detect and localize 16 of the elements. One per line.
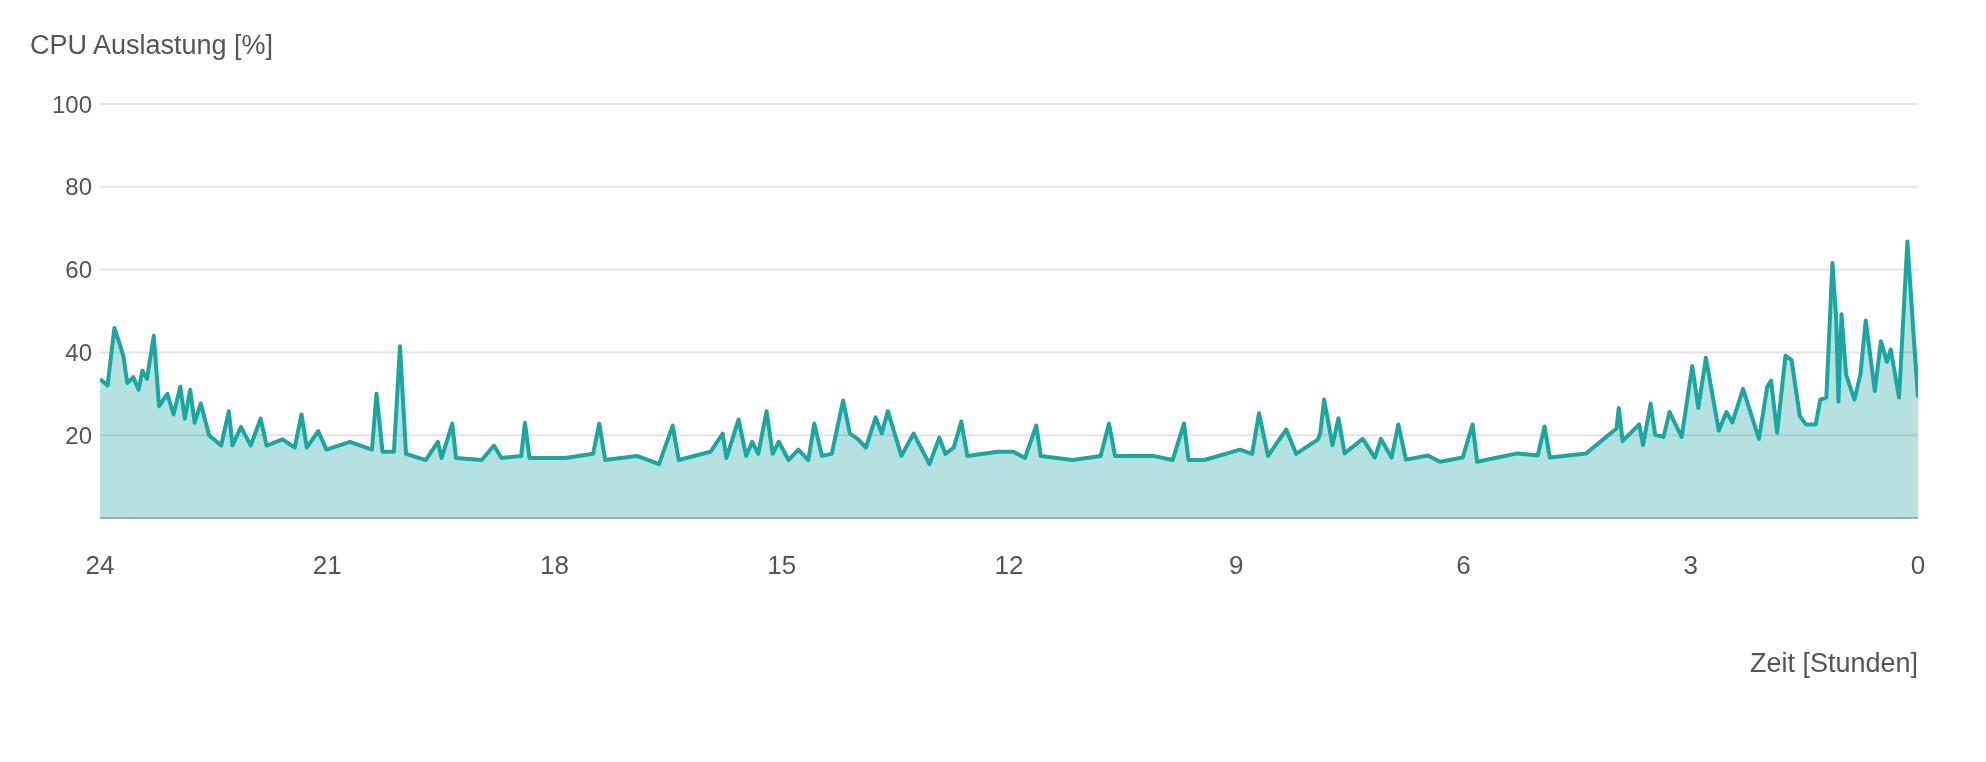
x-tick-label: 6 bbox=[1456, 550, 1471, 581]
y-tick-label: 20 bbox=[65, 421, 92, 449]
x-tick-label: 12 bbox=[994, 550, 1024, 581]
x-tick-label: 3 bbox=[1683, 550, 1698, 581]
y-tick-label: 100 bbox=[51, 90, 92, 118]
y-tick-label: 60 bbox=[65, 256, 92, 284]
x-tick-label: 15 bbox=[767, 550, 797, 581]
x-tick-label: 21 bbox=[312, 550, 342, 581]
x-tick-label: 9 bbox=[1229, 550, 1244, 581]
x-axis-title: Zeit [Stunden] bbox=[1749, 648, 1918, 679]
x-tick-label: 0 bbox=[1910, 550, 1926, 581]
x-tick-label: 18 bbox=[540, 550, 569, 581]
y-tick-label: 40 bbox=[65, 338, 92, 366]
y-axis-title: CPU Auslastung [%] bbox=[30, 30, 274, 61]
y-tick-label: 80 bbox=[65, 173, 92, 201]
x-tick-label: 24 bbox=[85, 550, 115, 581]
